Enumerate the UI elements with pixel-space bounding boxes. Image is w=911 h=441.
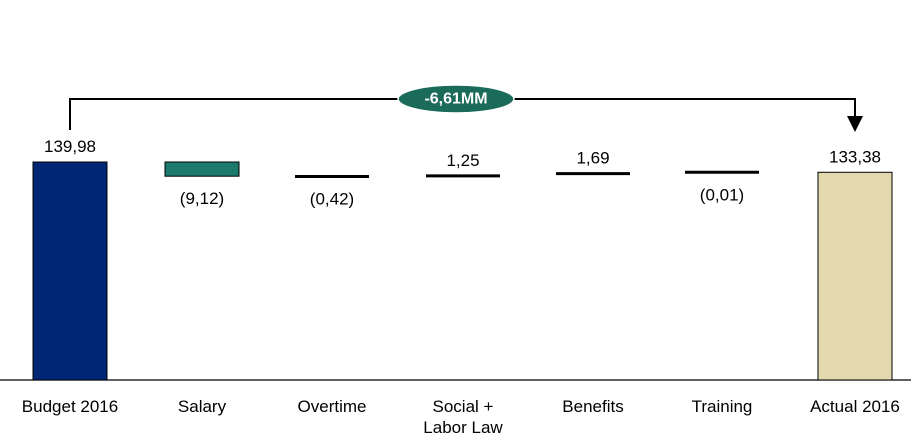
category-label-social-labor-law: Social + Labor Law <box>423 397 503 437</box>
bar-actual-2016 <box>817 171 893 381</box>
category-label-overtime: Overtime <box>298 397 367 416</box>
difference-label: -6,61MM <box>424 91 487 108</box>
bar-budget-2016 <box>32 161 108 381</box>
data-label-overtime: (0,42) <box>310 190 354 209</box>
difference-connector: -6,61MM <box>69 84 863 132</box>
category-label-benefits: Benefits <box>562 397 623 416</box>
data-label-benefits: 1,69 <box>576 149 609 168</box>
arrow-down-icon <box>847 116 863 132</box>
category-label-actual-2016: Actual 2016 <box>810 397 900 416</box>
data-label-salary: (9,12) <box>180 189 224 208</box>
category-label-salary: Salary <box>178 397 227 416</box>
data-label-actual-2016: 133,38 <box>829 147 881 166</box>
data-label-training: (0,01) <box>700 185 744 204</box>
difference-badge <box>397 84 515 114</box>
bar-salary <box>164 161 240 177</box>
data-label-social-labor-law: 1,25 <box>446 151 479 170</box>
category-label-budget-2016: Budget 2016 <box>22 397 118 416</box>
category-label-training: Training <box>692 397 753 416</box>
data-label-budget-2016: 139,98 <box>44 137 96 156</box>
